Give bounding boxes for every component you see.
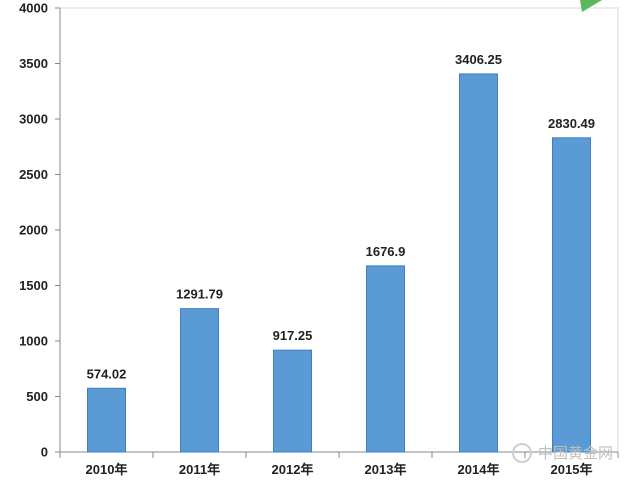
plot-area-border	[59, 7, 619, 453]
y-tick-label-1500: 1500	[19, 278, 48, 293]
y-tick-label-2000: 2000	[19, 223, 48, 238]
bar-2014年	[459, 73, 498, 453]
y-tick-label-2500: 2500	[19, 167, 48, 182]
data-label-2010年: 574.02	[87, 366, 127, 381]
data-label-2011年: 1291.79	[176, 287, 223, 302]
y-tick-label-500: 500	[26, 389, 48, 404]
decor-layer: 中国黄金网	[512, 0, 613, 463]
y-tick-label-4000: 4000	[19, 1, 48, 16]
data-label-2013年: 1676.9	[366, 244, 406, 259]
y-tick-label-3500: 3500	[19, 56, 48, 71]
labels-layer: 574.02 2010年 1291.79 2011年 917.25 2012年 1676.9…	[86, 52, 595, 477]
watermark-logo-icon	[512, 443, 532, 463]
data-label-2012年: 917.25	[273, 328, 313, 343]
data-label-2014年: 3406.25	[455, 52, 502, 67]
y-tick-label-1000: 1000	[19, 334, 48, 349]
bar-2011年	[180, 308, 219, 453]
data-label-2015年: 2830.49	[548, 116, 595, 131]
y-tick-label-3000: 3000	[19, 112, 48, 127]
x-tick-label-2014年: 2014年	[458, 462, 500, 477]
bar-2012年	[273, 349, 312, 453]
bars-layer	[87, 73, 591, 453]
watermark-logo: 中国黄金网	[538, 445, 613, 462]
x-tick-label-2015年: 2015年	[551, 462, 593, 477]
corner-accent-shape	[580, 0, 602, 12]
x-tick-label-2011年: 2011年	[179, 462, 220, 477]
x-tick-label-2010年: 2010年	[86, 462, 128, 477]
bar-2013年	[366, 265, 405, 453]
x-tick-label-2012年: 2012年	[272, 462, 314, 477]
axes-layer: 0 500 1000 1500 2000 2500 3000 3500 4000	[19, 1, 619, 460]
y-tick-label-0: 0	[41, 445, 48, 460]
bar-2010年	[87, 387, 126, 453]
bar-2015年	[552, 137, 591, 453]
x-tick-label-2013年: 2013年	[365, 462, 407, 477]
